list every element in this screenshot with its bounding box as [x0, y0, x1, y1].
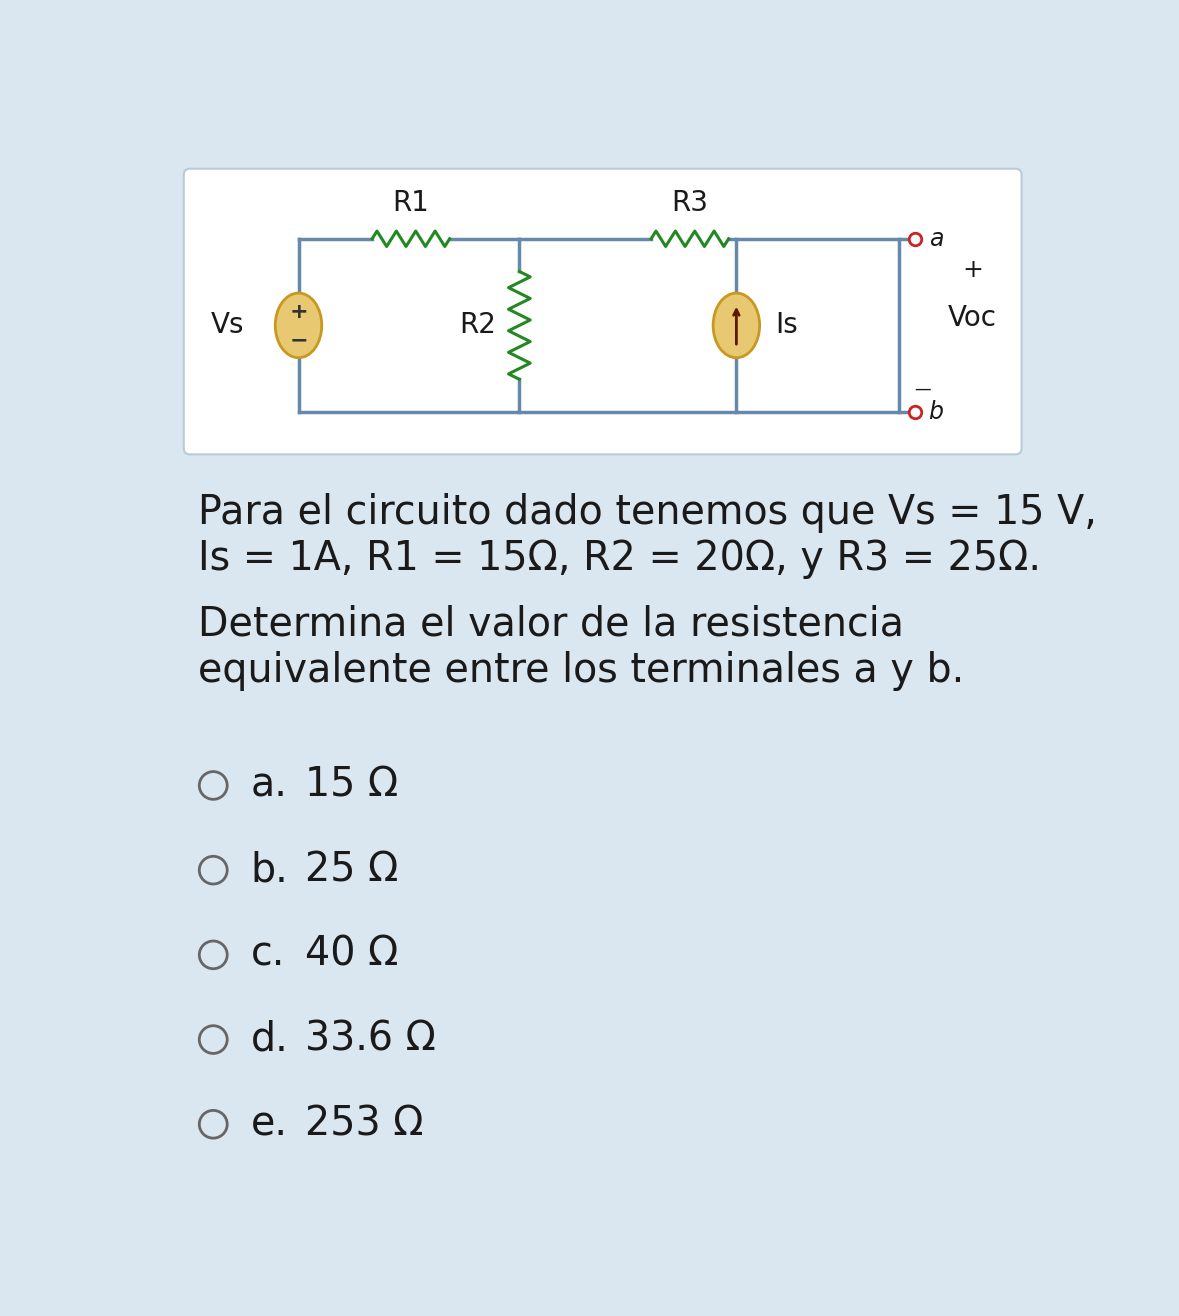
Text: Vs: Vs	[211, 312, 244, 340]
Text: —: —	[914, 380, 930, 397]
Text: R3: R3	[671, 190, 709, 217]
Text: b.: b.	[250, 850, 288, 890]
Text: 15 Ω: 15 Ω	[304, 766, 399, 805]
Text: e.: e.	[250, 1104, 288, 1145]
Text: b: b	[929, 400, 943, 424]
Text: +: +	[962, 258, 983, 282]
Text: Para el circuito dado tenemos que Vs = 15 V,: Para el circuito dado tenemos que Vs = 1…	[198, 494, 1096, 533]
Text: −: −	[289, 330, 308, 351]
Text: a.: a.	[250, 766, 288, 805]
Text: 25 Ω: 25 Ω	[304, 850, 399, 890]
Text: Is = 1A, R1 = 15Ω, R2 = 20Ω, y R3 = 25Ω.: Is = 1A, R1 = 15Ω, R2 = 20Ω, y R3 = 25Ω.	[198, 540, 1041, 579]
Text: 253 Ω: 253 Ω	[304, 1104, 423, 1145]
Text: R2: R2	[460, 312, 496, 340]
Text: d.: d.	[250, 1020, 288, 1059]
Ellipse shape	[713, 293, 759, 358]
Text: equivalente entre los terminales a y b.: equivalente entre los terminales a y b.	[198, 650, 964, 691]
Text: Determina el valor de la resistencia: Determina el valor de la resistencia	[198, 604, 904, 645]
Text: c.: c.	[250, 934, 285, 975]
Ellipse shape	[275, 293, 322, 358]
Text: a: a	[929, 226, 943, 251]
Text: 33.6 Ω: 33.6 Ω	[304, 1020, 435, 1059]
Text: Voc: Voc	[948, 304, 997, 332]
Text: R1: R1	[393, 190, 429, 217]
Text: 40 Ω: 40 Ω	[304, 934, 399, 975]
Text: +: +	[289, 303, 308, 322]
FancyBboxPatch shape	[184, 168, 1021, 454]
Text: Is: Is	[775, 312, 798, 340]
